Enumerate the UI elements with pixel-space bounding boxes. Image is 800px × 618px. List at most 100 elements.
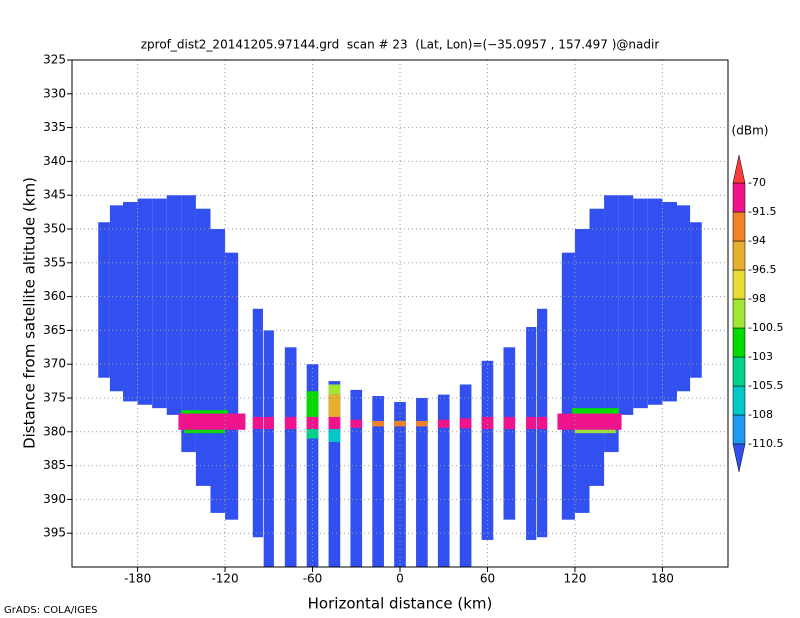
cell <box>137 198 153 405</box>
cell <box>195 208 211 486</box>
colorbar-tick-label: -100.5 <box>748 321 783 334</box>
x-tick-label: -60 <box>303 572 323 586</box>
cell <box>372 395 384 567</box>
cell <box>263 416 274 430</box>
cell <box>503 416 516 430</box>
colorbar-tick-label: -96.5 <box>748 263 776 276</box>
cell <box>618 195 634 415</box>
colorbar-tick-label: -110.5 <box>748 437 783 450</box>
cell <box>416 420 428 427</box>
footer: GrADS: COLA/IGES <box>4 605 98 616</box>
x-axis-label: Horizontal distance (km) <box>308 595 493 613</box>
cell <box>152 198 167 409</box>
colorbar-tick-label: -103 <box>748 350 773 363</box>
colorbar-tick-label: -105.5 <box>748 379 783 392</box>
x-tick-label: -180 <box>124 572 151 586</box>
cell <box>350 419 363 428</box>
colorbar-label: (dBm) <box>732 124 769 138</box>
cell <box>350 389 363 567</box>
colorbar-top <box>732 154 746 184</box>
cell <box>503 347 516 520</box>
colorbar-segment <box>732 211 746 242</box>
cell <box>437 419 450 428</box>
cell <box>416 398 428 567</box>
plot-frame <box>71 59 729 568</box>
cell <box>526 416 537 430</box>
cell <box>328 429 341 442</box>
cell <box>372 420 384 427</box>
colorbar-segment <box>732 414 746 445</box>
colorbar-segment <box>732 385 746 416</box>
x-tick-label: 180 <box>651 572 674 586</box>
cell <box>181 195 196 453</box>
cell <box>662 201 677 402</box>
x-tick-label: 120 <box>563 572 586 586</box>
colorbar-segment <box>732 327 746 358</box>
colorbar-segment <box>732 356 746 387</box>
cell <box>328 381 341 567</box>
x-tick-label: -120 <box>211 572 238 586</box>
cell <box>263 330 274 567</box>
cell <box>394 420 406 427</box>
y-tick-label: 385 <box>43 458 66 472</box>
colorbar-segment <box>732 269 746 300</box>
cell <box>109 205 124 392</box>
colorbar-tick-label: -70 <box>748 176 766 189</box>
x-tick-label: 60 <box>480 572 495 586</box>
y-tick-label: 390 <box>43 492 66 506</box>
cell <box>252 416 263 430</box>
cell <box>98 222 110 378</box>
y-tick-label: 395 <box>43 526 66 540</box>
y-tick-label: 350 <box>43 222 66 236</box>
cell <box>690 222 702 378</box>
cell <box>481 416 494 430</box>
y-tick-label: 380 <box>43 424 66 438</box>
cell <box>225 252 239 520</box>
cell <box>633 198 648 409</box>
cell <box>306 416 319 430</box>
x-tick-label: 0 <box>396 572 404 586</box>
cell <box>481 360 494 540</box>
y-tick-label: 375 <box>43 391 66 405</box>
cell <box>284 347 297 567</box>
cell <box>676 205 691 392</box>
cell <box>178 413 246 430</box>
cell <box>572 408 619 414</box>
cell <box>328 384 341 395</box>
colorbar-tick-label: -108 <box>748 408 773 421</box>
colorbar-segment <box>732 298 746 329</box>
colorbar-segment <box>732 240 746 271</box>
y-tick-label: 335 <box>43 120 66 134</box>
cell <box>526 327 537 540</box>
cell <box>459 384 472 567</box>
cell <box>123 201 138 402</box>
cell <box>166 195 182 415</box>
y-tick-label: 360 <box>43 289 66 303</box>
colorbar-tick-label: -98 <box>748 292 766 305</box>
cell <box>574 229 590 513</box>
colorbar-bottom <box>732 443 746 473</box>
y-axis-label: Distance from satellite altitude (km) <box>21 177 39 449</box>
cell <box>557 413 622 430</box>
y-tick-label: 345 <box>43 188 66 202</box>
colorbar-segment <box>732 182 746 213</box>
cell <box>306 429 319 439</box>
cell <box>589 208 605 486</box>
cell <box>574 429 616 434</box>
cell <box>537 416 548 430</box>
y-tick-label: 340 <box>43 154 66 168</box>
cell <box>181 410 228 414</box>
colorbar-tick-label: -91.5 <box>748 205 776 218</box>
colorbar-tick-label: -94 <box>748 234 766 247</box>
y-tick-label: 330 <box>43 86 66 100</box>
cell <box>604 195 619 453</box>
cell <box>647 198 663 405</box>
y-tick-label: 355 <box>43 255 66 269</box>
chart-title: zprof_dist2_20141205.97144.grd scan # 23… <box>141 38 660 52</box>
cell <box>561 252 575 520</box>
cell <box>437 394 450 567</box>
y-tick-label: 325 <box>43 53 66 67</box>
cell <box>284 416 297 430</box>
y-tick-label: 370 <box>43 357 66 371</box>
